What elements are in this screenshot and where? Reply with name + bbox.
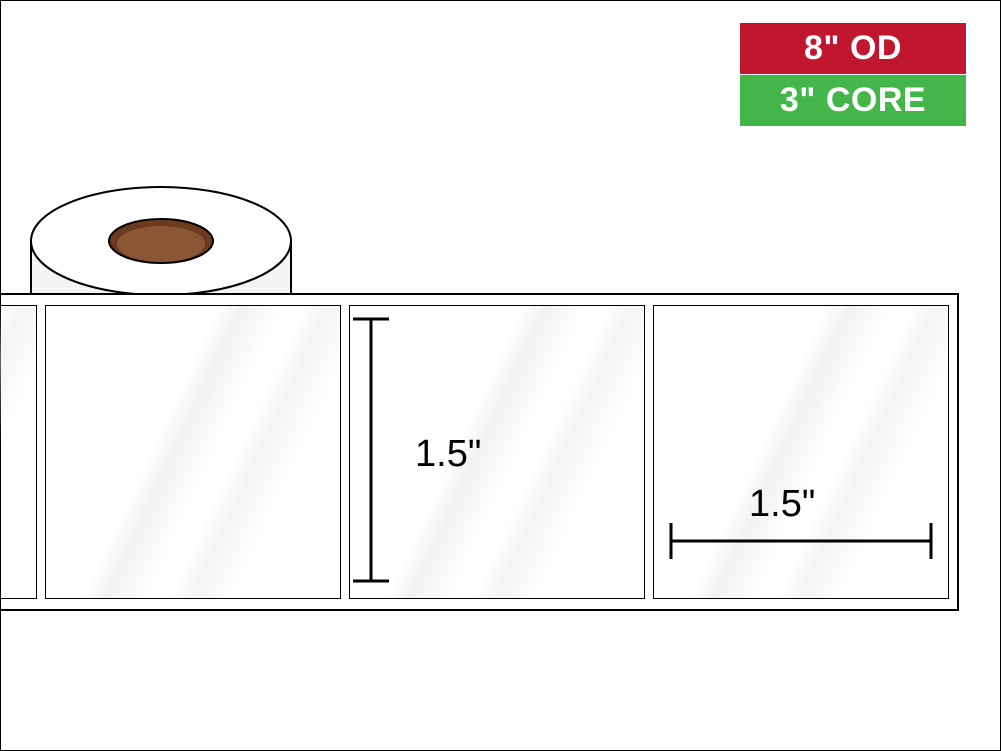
label-cell (349, 305, 645, 599)
label-cell (0, 305, 37, 599)
label-cell (653, 305, 949, 599)
dimension-height-label: 1.5" (415, 433, 481, 476)
diagram-canvas: 8" OD 3" CORE 1.5" 1.5" (0, 0, 1001, 751)
label-cell (45, 305, 341, 599)
dimension-width-label: 1.5" (749, 483, 815, 526)
